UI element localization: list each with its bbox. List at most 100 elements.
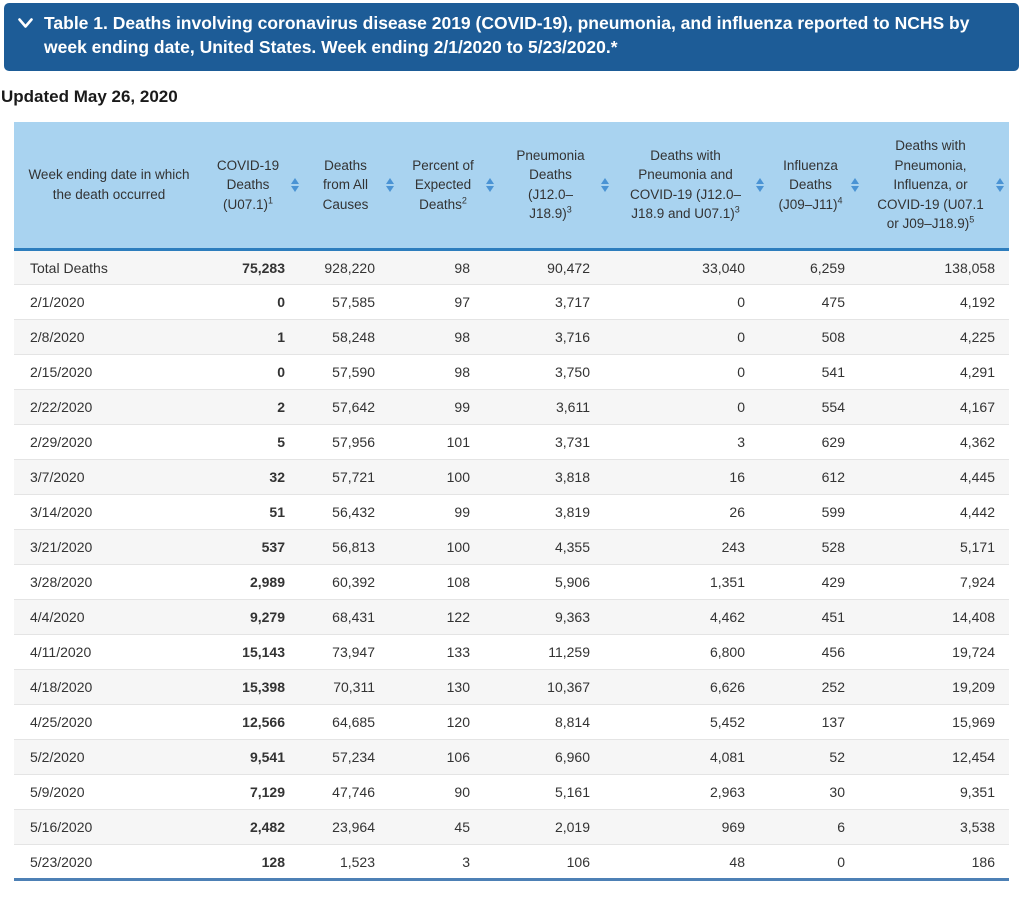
column-header-influenza-deaths[interactable]: Influenza Deaths (J09–J11)4 [769,121,864,252]
cell-deaths-with-pneumonia-and-covid-19: 243 [614,529,769,566]
row-label: 5/23/2020 [14,844,204,880]
cell-covid-19-deaths: 537 [204,529,304,566]
cell-deaths-with-pneumonia-influenza-or-covid-19: 186 [864,844,1009,880]
table-row: 5/16/2020 2,482 23,964 45 2,019 969 6 3,538 [14,809,1009,846]
cell-influenza-deaths: 30 [769,774,864,811]
cell-pneumonia-deaths: 3,731 [499,424,614,461]
cell-percent-of-expected-deaths: 108 [399,564,499,601]
column-label: Week ending date in which the death occu… [28,167,190,202]
cell-pneumonia-deaths: 10,367 [499,669,614,706]
column-header-deaths-with-pneumonia-influenza-or-covid-19[interactable]: Deaths with Pneumonia, Influenza, or COV… [864,121,1009,252]
row-label: 2/8/2020 [14,319,204,356]
cell-percent-of-expected-deaths: 45 [399,809,499,846]
cell-covid-19-deaths: 32 [204,459,304,496]
cell-percent-of-expected-deaths: 106 [399,739,499,776]
page: Table 1. Deaths involving coronavirus di… [0,3,1023,914]
cell-percent-of-expected-deaths: 122 [399,599,499,636]
row-label: 2/15/2020 [14,354,204,391]
row-label: Total Deaths [14,249,204,286]
cell-influenza-deaths: 599 [769,494,864,531]
cell-covid-19-deaths: 2 [204,389,304,426]
table-row: 4/18/2020 15,398 70,311 130 10,367 6,626 252 19… [14,669,1009,706]
cell-pneumonia-deaths: 6,960 [499,739,614,776]
cell-covid-19-deaths: 7,129 [204,774,304,811]
sort-icon[interactable] [386,177,394,192]
table-row: 3/21/2020 537 56,813 100 4,355 243 528 5,171 [14,529,1009,566]
cell-deaths-with-pneumonia-and-covid-19: 48 [614,844,769,880]
cell-pneumonia-deaths: 3,750 [499,354,614,391]
cell-influenza-deaths: 52 [769,739,864,776]
covid-deaths-table: Week ending date in which the death occu… [14,121,1009,882]
table-body: Total Deaths 75,283 928,220 98 90,472 33,040 6… [14,249,1009,880]
cell-percent-of-expected-deaths: 99 [399,494,499,531]
sort-icon[interactable] [291,177,299,192]
row-label: 4/4/2020 [14,599,204,636]
cell-covid-19-deaths: 9,541 [204,739,304,776]
cell-pneumonia-deaths: 3,819 [499,494,614,531]
row-label: 2/29/2020 [14,424,204,461]
cell-pneumonia-deaths: 9,363 [499,599,614,636]
column-header-pneumonia-deaths[interactable]: Pneumonia Deaths (J12.0–J18.9)3 [499,121,614,252]
row-label: 4/11/2020 [14,634,204,671]
cell-deaths-from-all-causes: 56,813 [304,529,399,566]
table-row: 3/7/2020 32 57,721 100 3,818 16 612 4,445 [14,459,1009,496]
column-header-deaths-from-all-causes[interactable]: Deaths from All Causes [304,121,399,252]
cell-deaths-from-all-causes: 1,523 [304,844,399,880]
table-row: 2/8/2020 1 58,248 98 3,716 0 508 4,225 [14,319,1009,356]
cell-deaths-from-all-causes: 73,947 [304,634,399,671]
table-accordion-toggle[interactable]: Table 1. Deaths involving coronavirus di… [4,3,1019,71]
sort-icon[interactable] [601,177,609,192]
cell-percent-of-expected-deaths: 100 [399,529,499,566]
cell-percent-of-expected-deaths: 98 [399,319,499,356]
cell-deaths-with-pneumonia-influenza-or-covid-19: 7,924 [864,564,1009,601]
sort-icon[interactable] [851,177,859,192]
cell-deaths-with-pneumonia-influenza-or-covid-19: 4,362 [864,424,1009,461]
cell-deaths-with-pneumonia-influenza-or-covid-19: 19,724 [864,634,1009,671]
cell-pneumonia-deaths: 3,818 [499,459,614,496]
cell-covid-19-deaths: 2,989 [204,564,304,601]
row-label: 2/22/2020 [14,389,204,426]
cell-covid-19-deaths: 75,283 [204,249,304,286]
column-label: COVID-19 Deaths (U07.1)1 [216,157,280,212]
cell-covid-19-deaths: 128 [204,844,304,880]
cell-deaths-with-pneumonia-influenza-or-covid-19: 15,969 [864,704,1009,741]
cell-deaths-with-pneumonia-and-covid-19: 2,963 [614,774,769,811]
sort-icon[interactable] [996,177,1004,192]
column-header-deaths-with-pneumonia-and-covid-19[interactable]: Deaths with Pneumonia and COVID-19 (J12.… [614,121,769,252]
cell-deaths-from-all-causes: 57,721 [304,459,399,496]
cell-covid-19-deaths: 1 [204,319,304,356]
cell-deaths-with-pneumonia-and-covid-19: 4,081 [614,739,769,776]
cell-influenza-deaths: 528 [769,529,864,566]
column-header-covid-19-deaths[interactable]: COVID-19 Deaths (U07.1)1 [204,121,304,252]
cell-covid-19-deaths: 0 [204,284,304,321]
cell-pneumonia-deaths: 3,611 [499,389,614,426]
table-row: 3/14/2020 51 56,432 99 3,819 26 599 4,442 [14,494,1009,531]
cell-covid-19-deaths: 12,566 [204,704,304,741]
cell-influenza-deaths: 629 [769,424,864,461]
cell-pneumonia-deaths: 5,906 [499,564,614,601]
cell-deaths-with-pneumonia-and-covid-19: 0 [614,284,769,321]
cell-influenza-deaths: 456 [769,634,864,671]
cell-deaths-with-pneumonia-influenza-or-covid-19: 4,445 [864,459,1009,496]
cell-influenza-deaths: 554 [769,389,864,426]
cell-deaths-with-pneumonia-influenza-or-covid-19: 138,058 [864,249,1009,286]
sort-icon[interactable] [486,177,494,192]
row-label: 4/18/2020 [14,669,204,706]
cell-deaths-from-all-causes: 57,642 [304,389,399,426]
table-header-row: Week ending date in which the death occu… [14,121,1009,252]
table-row: 3/28/2020 2,989 60,392 108 5,906 1,351 429 7,92… [14,564,1009,601]
cell-deaths-with-pneumonia-and-covid-19: 3 [614,424,769,461]
cell-deaths-from-all-causes: 47,746 [304,774,399,811]
updated-date-label: Updated May 26, 2020 [1,86,178,106]
sort-icon[interactable] [756,177,764,192]
cell-deaths-with-pneumonia-and-covid-19: 0 [614,319,769,356]
cell-pneumonia-deaths: 4,355 [499,529,614,566]
column-header-percent-of-expected-deaths[interactable]: Percent of Expected Deaths2 [399,121,499,252]
cell-deaths-with-pneumonia-influenza-or-covid-19: 4,192 [864,284,1009,321]
table-row: 5/9/2020 7,129 47,746 90 5,161 2,963 30 9,351 [14,774,1009,811]
cell-deaths-with-pneumonia-and-covid-19: 1,351 [614,564,769,601]
cell-deaths-with-pneumonia-influenza-or-covid-19: 4,442 [864,494,1009,531]
cell-deaths-with-pneumonia-and-covid-19: 4,462 [614,599,769,636]
cell-deaths-with-pneumonia-and-covid-19: 6,800 [614,634,769,671]
cell-deaths-from-all-causes: 60,392 [304,564,399,601]
